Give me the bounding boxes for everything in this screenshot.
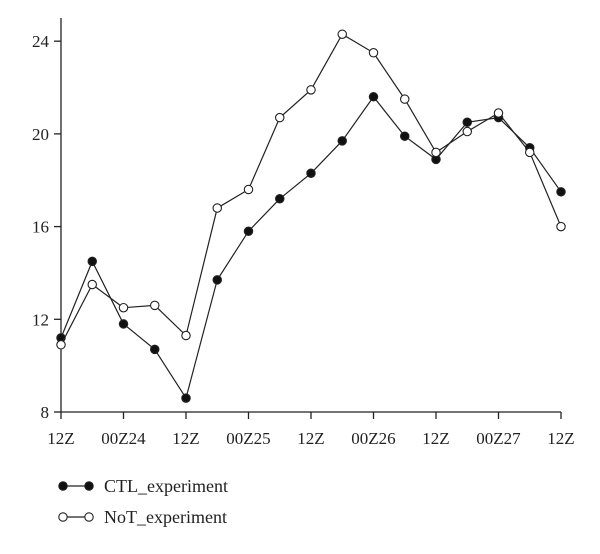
y-tick-label: 20 [32,125,49,144]
x-tick-label: 12Z [297,429,324,448]
data-point [462,117,472,128]
x-tick-label: 00Z25 [226,429,270,448]
data-point [150,344,160,355]
data-point [337,136,347,146]
data-point [368,48,379,58]
data-point [306,168,316,179]
legend: CTL_experiment NoT_experiment [58,476,228,527]
data-point [212,275,223,285]
data-point [274,112,285,123]
data-point [212,203,223,213]
data-point [556,187,566,197]
legend-marker [84,481,94,491]
series-line [60,95,562,400]
x-tick-label: 12Z [422,429,449,448]
series-line [60,33,562,346]
legend-label: NoT_experiment [104,507,227,527]
y-tick-label: 16 [32,218,49,237]
legend-entry: CTL_experiment [58,476,228,496]
data-point [556,221,566,232]
legend-marker [58,481,68,491]
data-point [118,302,129,313]
data-point [431,147,441,158]
x-tick-label: 00Z24 [101,429,146,448]
data-point [243,184,254,195]
legend-entry: NoT_experiment [58,507,227,527]
data-point [150,300,160,311]
data-point [462,126,472,137]
data-point [181,330,191,341]
data-point [399,94,410,104]
data-point [368,92,379,102]
axes: 8 12 16 20 24 12Z 00Z24 12Z 00Z25 12Z 00Z26 12Z 00Z2… [32,18,575,448]
data-point [399,131,410,141]
data-point [87,256,98,267]
data-point [118,319,129,329]
data-point [56,340,66,350]
y-tick-label: 8 [41,403,50,422]
data-point [306,85,316,95]
data-point [493,108,504,118]
legend-label: CTL_experiment [104,476,228,496]
series-CTL_experiment [56,92,566,403]
y-tick-label: 24 [32,32,50,51]
x-tick-label: 00Z26 [351,429,395,448]
series-NoT_experiment [56,29,566,350]
x-tick-label: 12Z [172,429,199,448]
series-layer [56,29,566,403]
data-point [337,29,347,39]
x-tick-label: 12Z [47,429,74,448]
x-tick-label: 12Z [547,429,574,448]
data-point [243,226,254,236]
legend-marker [84,512,94,522]
data-point [87,279,98,290]
legend-marker [58,512,68,522]
y-tick-label: 12 [32,310,49,329]
x-tick-label: 00Z27 [476,429,521,448]
data-point [181,393,191,403]
data-point [274,194,285,204]
data-point [524,147,535,158]
